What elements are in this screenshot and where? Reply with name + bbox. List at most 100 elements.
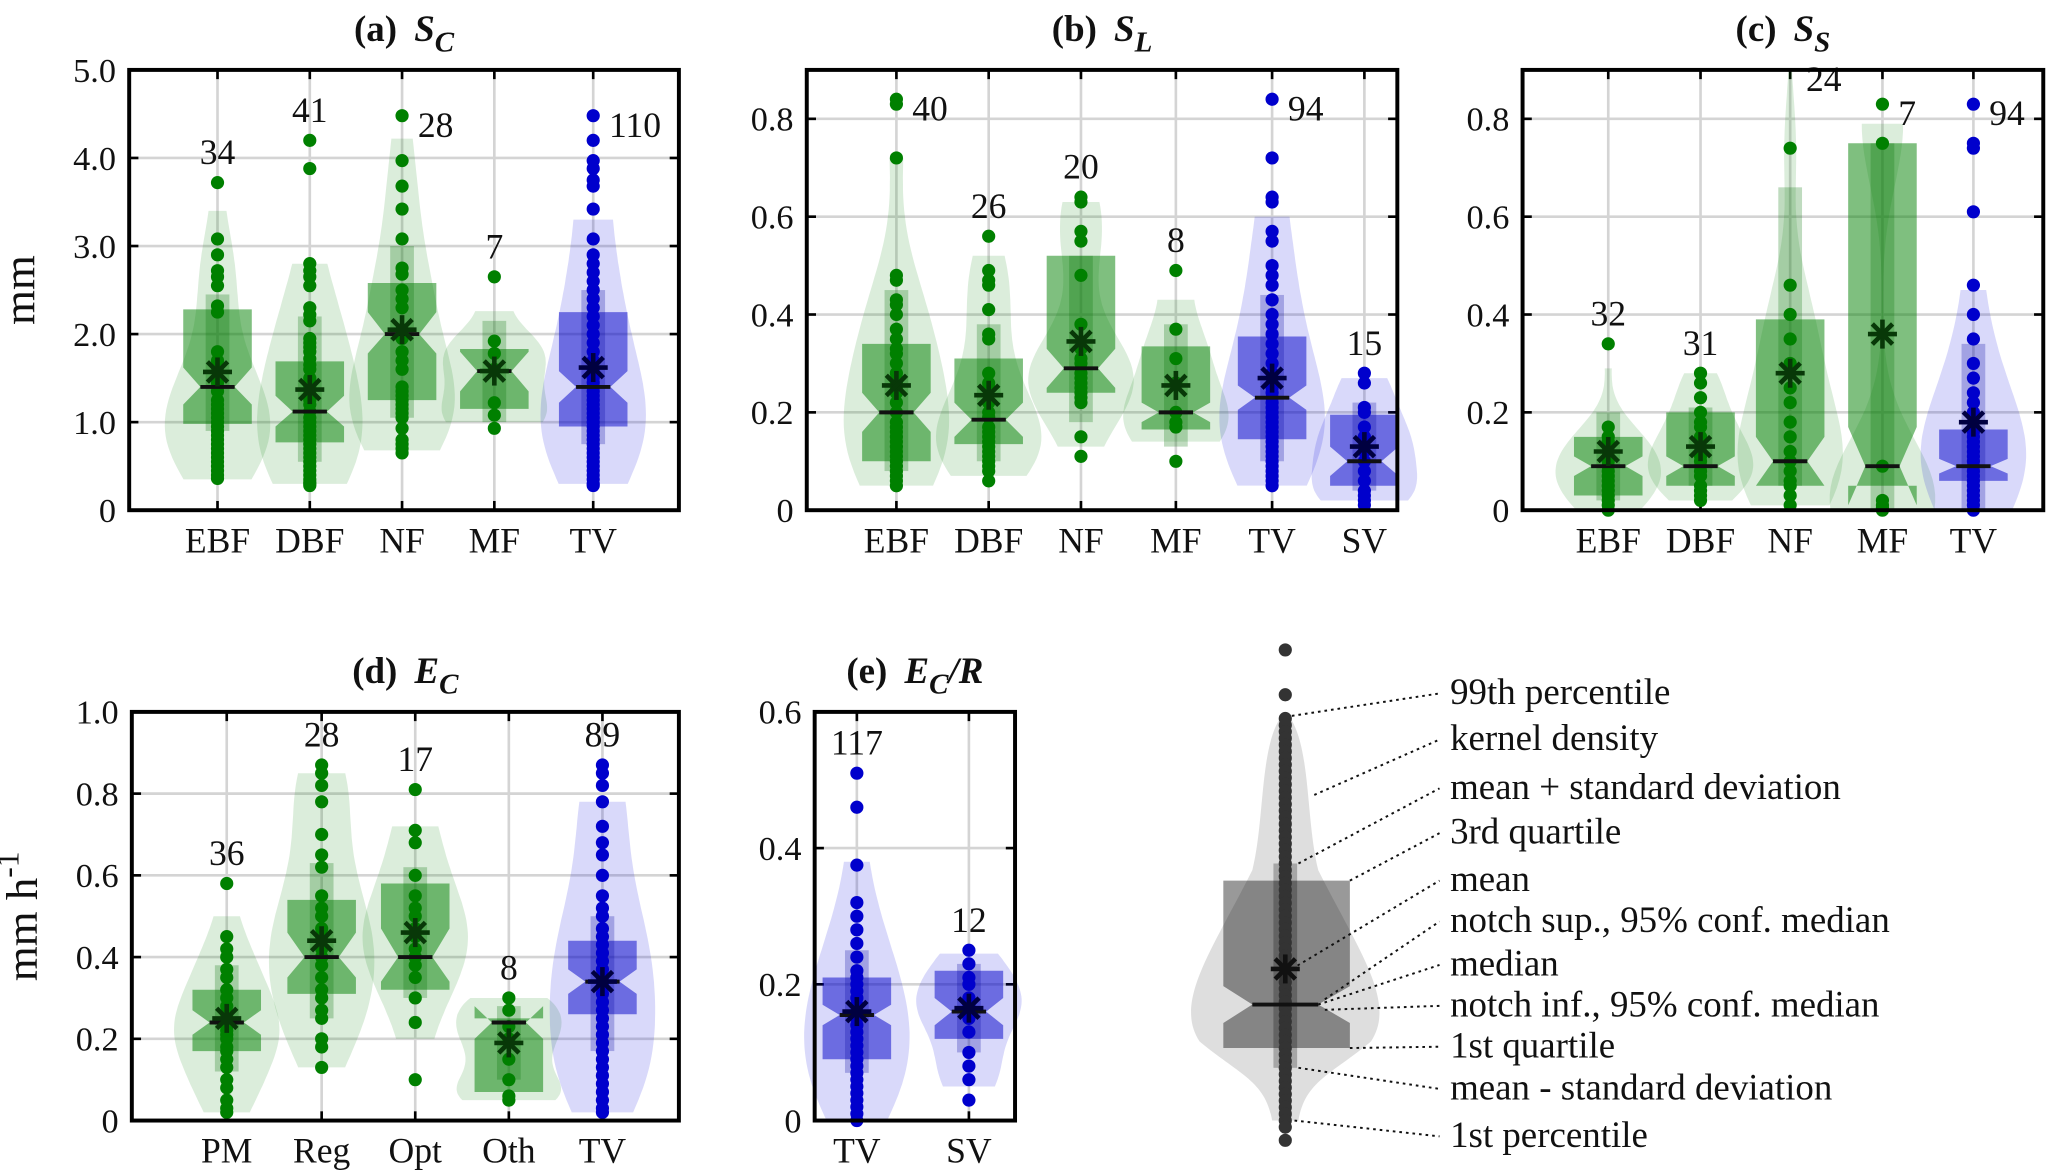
data-point [982, 474, 996, 488]
asterisk-stroke [482, 359, 507, 383]
plot-frame [812, 709, 1018, 1123]
sample-count-label: 24 [1806, 59, 1842, 99]
asterisk-stroke [214, 1006, 239, 1031]
data-point [1357, 376, 1371, 390]
data-point [408, 991, 422, 1005]
sample-count-label: 41 [292, 90, 328, 130]
data-point [1783, 278, 1797, 292]
y-tick-label: 3.0 [73, 228, 116, 266]
data-point [962, 957, 976, 971]
mean-asterisk-icon [1593, 436, 1623, 466]
data-point [210, 176, 225, 190]
data-point [315, 827, 329, 842]
y-tick-label: 0 [1492, 492, 1509, 530]
data-point [1966, 307, 1980, 322]
sample-count-label: 28 [304, 715, 340, 755]
data-point [1265, 317, 1279, 331]
sample-count-label: 34 [200, 132, 236, 172]
y-axis-label-text: mm h [0, 878, 47, 981]
data-point [1783, 488, 1797, 503]
group-sv: 15 [1311, 323, 1418, 512]
data-point [315, 889, 329, 903]
asterisk-stroke [497, 1031, 521, 1055]
data-point [1875, 97, 1890, 111]
panel-title: (e) EC/R [846, 650, 983, 701]
sample-count-label: 40 [912, 88, 948, 128]
data-point [220, 1105, 234, 1119]
data-point [1265, 151, 1279, 165]
data-point [850, 858, 864, 872]
data-point [502, 1052, 516, 1066]
x-category-label: TV [569, 520, 617, 560]
data-point [220, 876, 234, 891]
y-axis-label-superscript: -1 [0, 851, 25, 877]
y-tick-label: 0.8 [76, 775, 119, 813]
asterisk-stroke [205, 360, 230, 384]
data-point [1966, 332, 1980, 346]
data-point [1074, 224, 1088, 238]
data-point [889, 395, 903, 410]
x-category-label: SV [946, 1131, 992, 1171]
data-point [1265, 224, 1279, 238]
data-point [502, 1093, 516, 1107]
data-point [1966, 356, 1980, 371]
x-category-label: EBF [864, 520, 929, 560]
data-point [315, 848, 329, 862]
data-point [1693, 391, 1708, 405]
data-point [315, 795, 329, 809]
asterisk-stroke [1260, 366, 1284, 390]
data-point [1357, 474, 1371, 488]
data-point [1966, 278, 1980, 292]
mean-asterisk-icon [1686, 432, 1716, 462]
plot-frame [129, 709, 681, 1123]
mean-asterisk-icon [307, 926, 337, 956]
legend-label: 99th percentile [1450, 671, 1670, 712]
sample-count-label: 31 [1683, 323, 1719, 363]
group-dbf: 31 [1647, 323, 1754, 508]
data-point [315, 860, 329, 874]
title-subscript: L [1134, 26, 1153, 58]
data-point [962, 1045, 976, 1060]
data-point [408, 782, 422, 797]
x-category-label: SV [1342, 520, 1388, 560]
title-subscript: S [1814, 26, 1830, 58]
y-tick-label: 0.2 [751, 394, 794, 432]
data-point [303, 161, 317, 176]
mean-asterisk-icon [1867, 319, 1897, 349]
y-tick-label: 0 [99, 492, 116, 530]
data-point [408, 1073, 422, 1087]
asterisk-stroke [1596, 439, 1621, 464]
data-point [303, 314, 317, 328]
data-point [982, 332, 996, 346]
data-point [315, 1011, 329, 1025]
y-tick-label: 0 [784, 1102, 801, 1140]
data-point [408, 970, 422, 985]
y-tick-label: 4.0 [73, 140, 116, 178]
data-point [1693, 493, 1708, 508]
data-point [889, 332, 903, 346]
sample-count-label: 15 [1347, 323, 1383, 363]
asterisk-stroke [403, 920, 428, 945]
mean-asterisk-icon [587, 967, 617, 997]
data-point [850, 896, 864, 910]
data-point [1074, 268, 1088, 282]
group-tv: 94 [1920, 93, 2027, 517]
data-point [850, 909, 864, 923]
data-point [1169, 351, 1183, 366]
data-point [889, 356, 903, 371]
data-point [595, 868, 610, 882]
asterisk-stroke [1273, 957, 1298, 981]
x-category-label: PM [201, 1131, 252, 1171]
x-category-label: TV [833, 1131, 881, 1171]
data-point [395, 154, 409, 168]
asterisk-stroke [581, 355, 605, 380]
y-tick-label: 0.2 [759, 966, 802, 1004]
data-point [1966, 97, 1980, 111]
sample-count-label: 20 [1063, 147, 1099, 187]
legend-leader-line [1298, 787, 1440, 865]
data-point [408, 836, 422, 850]
data-point [1265, 307, 1279, 322]
sample-count-label: 94 [1989, 93, 2025, 133]
data-point [1693, 366, 1708, 380]
y-tick-label: 0.4 [1467, 296, 1510, 334]
